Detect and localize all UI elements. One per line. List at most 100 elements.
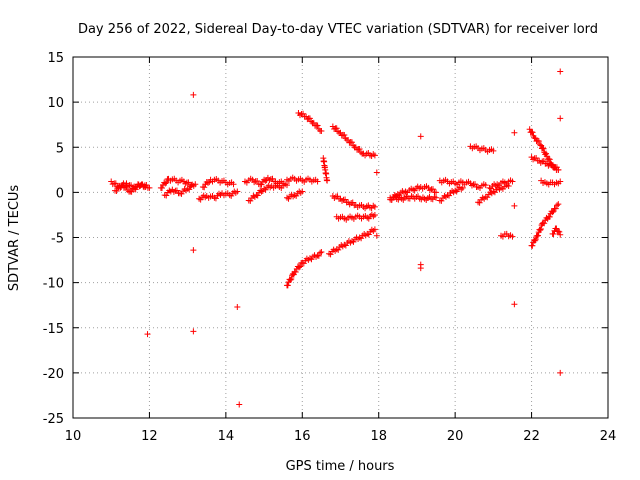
series-arc-14-15b <box>245 181 290 204</box>
data-point <box>297 263 304 270</box>
data-point <box>533 154 540 161</box>
data-point <box>190 91 197 98</box>
y-tick-label: -25 <box>43 412 64 427</box>
data-point <box>288 276 295 283</box>
data-point <box>555 166 562 173</box>
data-point <box>284 194 290 201</box>
x-tick-label: 10 <box>65 429 82 444</box>
data-point <box>315 252 322 259</box>
data-point <box>490 147 497 154</box>
data-point <box>234 188 241 195</box>
data-point <box>348 139 355 146</box>
x-tick-label: 16 <box>294 429 311 444</box>
grid <box>73 57 608 418</box>
data-point <box>300 110 307 117</box>
data-point <box>557 178 564 185</box>
y-tick-label: 10 <box>47 96 64 111</box>
data-point <box>331 126 338 133</box>
data-point <box>365 231 372 238</box>
data-point <box>230 181 237 188</box>
data-point <box>543 150 550 157</box>
series-arc-21.3 <box>498 230 516 240</box>
chart-title: Day 256 of 2022, Sidereal Day-to-day VTE… <box>78 22 598 37</box>
series-arc-14-15 <box>241 174 287 188</box>
data-point <box>304 116 311 123</box>
data-point <box>557 115 564 122</box>
data-point <box>158 185 165 192</box>
data-point <box>333 125 340 132</box>
data-point <box>314 178 321 185</box>
data-point <box>284 182 290 189</box>
data-point <box>287 277 294 284</box>
series-arc-19-21 <box>436 176 489 191</box>
data-point <box>356 146 363 153</box>
series-arc-12-13b <box>161 181 199 199</box>
data-point <box>190 247 197 254</box>
series-arc-17-high <box>329 123 378 160</box>
series-arc-17-midb <box>333 211 378 223</box>
series-isolated <box>144 68 564 408</box>
data-point <box>292 268 299 275</box>
series-arc-17-low <box>326 226 378 258</box>
data-point <box>341 132 348 139</box>
data-point <box>373 169 380 176</box>
x-tick-label: 24 <box>600 429 617 444</box>
data-point <box>128 182 135 189</box>
data-point <box>371 152 378 159</box>
data-point <box>546 156 553 163</box>
data-point <box>258 181 265 188</box>
data-point <box>484 194 491 201</box>
series-arc-22-right <box>538 177 562 188</box>
data-point <box>417 133 424 140</box>
data-point <box>314 122 321 129</box>
data-point <box>541 220 548 227</box>
series-arc-16-low <box>284 248 325 289</box>
data-point <box>549 209 556 216</box>
series-arc-15-16 <box>284 174 321 185</box>
series-arc-11-12b <box>112 181 149 195</box>
data-point <box>537 227 544 234</box>
data-point <box>247 197 254 204</box>
tick-labels: 10 12 14 16 18 20 22 24 15 10 5 0 -5 -10 -15 -20 -25 <box>43 51 617 444</box>
y-tick-label: -20 <box>43 367 64 382</box>
data-point <box>550 231 557 238</box>
series-arc-22.6 <box>549 225 564 238</box>
series-arc-18-19b <box>387 193 440 204</box>
data-point <box>557 68 564 75</box>
data-point <box>535 138 542 145</box>
data-point <box>317 249 324 256</box>
data-point <box>190 328 197 335</box>
data-point <box>142 183 149 190</box>
data-point <box>284 282 291 289</box>
data-point <box>232 189 239 196</box>
y-tick-label: 0 <box>56 186 64 201</box>
data-point <box>123 183 130 190</box>
data-point <box>254 178 261 185</box>
data-point <box>201 184 208 191</box>
data-point <box>472 181 479 188</box>
y-tick-label: -15 <box>43 322 64 337</box>
data-point <box>236 401 243 408</box>
data-point <box>173 187 180 194</box>
y-tick-label: 5 <box>56 141 64 156</box>
data-point <box>192 181 199 188</box>
data-point <box>509 178 516 185</box>
data-point <box>433 194 440 201</box>
data-point <box>509 233 516 240</box>
series-arc-17-mid <box>329 192 378 212</box>
data-point <box>234 303 241 310</box>
data-point <box>557 369 564 376</box>
data-point <box>417 265 424 272</box>
data-point <box>555 201 562 208</box>
data-point <box>258 188 265 195</box>
data-point <box>446 192 453 199</box>
data-point <box>262 177 269 184</box>
data-point <box>128 188 135 195</box>
data-point <box>539 145 546 152</box>
x-axis-label: GPS time / hours <box>286 459 395 474</box>
data-point <box>132 184 139 191</box>
data-point <box>554 202 561 209</box>
data-point <box>438 197 445 204</box>
data-point <box>459 184 466 191</box>
data-point <box>318 248 325 255</box>
